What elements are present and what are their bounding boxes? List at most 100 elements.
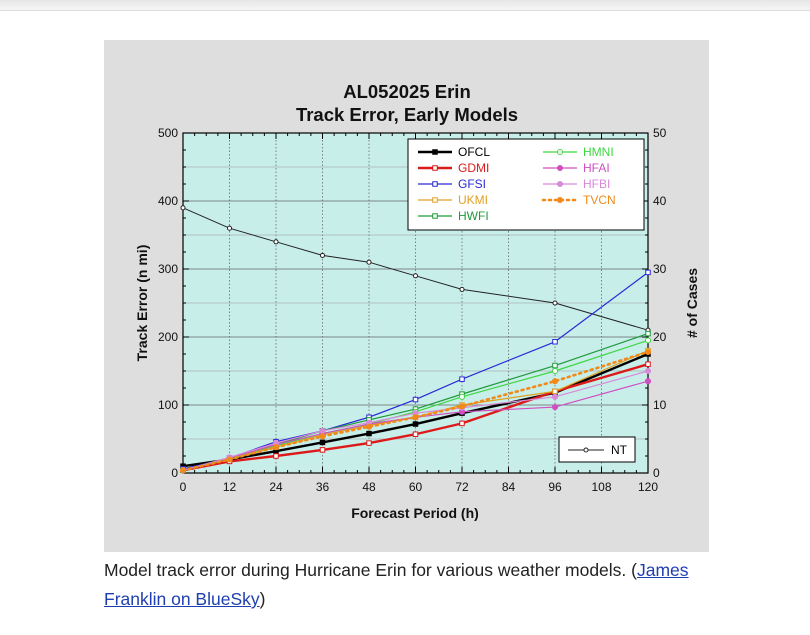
- data-point-hmni: [458, 393, 466, 400]
- legend-marker-gdmi: [432, 165, 438, 171]
- data-point-gfsi: [645, 269, 651, 276]
- data-point-hfbi: [644, 367, 652, 375]
- data-point-gfsi: [412, 396, 419, 403]
- data-point-gdmi: [412, 431, 419, 437]
- x-tick-label: 24: [269, 480, 283, 494]
- x-tick-label: 96: [548, 480, 562, 494]
- legend: OFCL GDMI GFSI UKMI HWFI HMNI HFAI HFBI TVCN: [407, 138, 645, 231]
- data-point-gdmi: [645, 361, 651, 367]
- data-point-hwfi: [645, 330, 651, 337]
- data-point-hmni: [551, 367, 559, 375]
- data-point-hmni: [644, 337, 652, 344]
- legend-label-hfbi: HFBI: [583, 177, 610, 191]
- y2-tick-label: 50: [653, 126, 667, 140]
- data-point-nt: [180, 205, 186, 211]
- legend-marker-hfai: [556, 164, 564, 172]
- data-point-nt: [412, 273, 419, 279]
- cases-line: [180, 205, 651, 333]
- data-point-tvcn: [412, 414, 419, 421]
- data-point-ukmi: [552, 388, 558, 395]
- data-point-nt: [319, 252, 326, 258]
- data-point-gdmi: [273, 453, 279, 459]
- x-tick-label: 72: [455, 480, 469, 494]
- page-top-border: [0, 0, 810, 11]
- legend-label-hfai: HFAI: [583, 161, 610, 175]
- data-point-nt: [459, 286, 465, 292]
- data-point-tvcn: [319, 433, 326, 440]
- x-axis-label: Forecast Period (h): [351, 505, 479, 521]
- x-tick-label: 60: [409, 480, 423, 494]
- y-tick-label: 500: [158, 126, 178, 140]
- x-tick-label: 12: [223, 480, 237, 494]
- data-point-ofcl: [366, 430, 372, 437]
- y2-tick-label: 10: [653, 398, 667, 412]
- y2-tick-label: 30: [653, 262, 667, 276]
- data-point-ofcl: [319, 439, 326, 446]
- data-point-nt: [273, 239, 279, 245]
- legend-marker-hfbi: [556, 180, 564, 188]
- legend-label-hmni: HMNI: [583, 145, 614, 159]
- data-point-gdmi: [319, 447, 326, 453]
- legend-label-ofcl: OFCL: [458, 145, 490, 159]
- figure-caption: Model track error during Hurricane Erin …: [104, 556, 704, 614]
- data-point-hwfi: [552, 362, 558, 369]
- x-tick-label: 108: [591, 480, 611, 494]
- x-tick-label: 84: [502, 480, 516, 494]
- legend-label-tvcn: TVCN: [583, 193, 616, 207]
- cases-legend-label: NT: [611, 443, 628, 457]
- legend-marker-hmni: [556, 148, 564, 156]
- x-tick-label: 120: [638, 480, 658, 494]
- data-point-hfai: [644, 378, 652, 385]
- data-point-hfbi: [551, 393, 559, 400]
- data-point-nt: [226, 225, 233, 231]
- legend-marker-tvcn: [556, 196, 564, 204]
- data-point-gdmi: [366, 440, 372, 446]
- chart-title: AL052025 Erin: [343, 81, 471, 102]
- y2-axis-label: # of Cases: [684, 268, 700, 338]
- legend-label-hwfi: HWFI: [458, 209, 489, 223]
- data-point-tvcn: [365, 423, 373, 430]
- y2-tick-label: 40: [653, 194, 667, 208]
- data-point-tvcn: [551, 378, 559, 385]
- legend-label-gfsi: GFSI: [458, 177, 486, 191]
- data-point-nt: [366, 259, 372, 265]
- y-axis-label: Track Error (n mi): [134, 245, 150, 362]
- x-tick-label: 36: [316, 480, 330, 494]
- data-point-nt: [552, 300, 558, 306]
- data-point-tvcn: [458, 403, 466, 410]
- caption-link[interactable]: James Franklin on BlueSky: [104, 560, 689, 609]
- data-point-tvcn: [226, 456, 233, 463]
- legend-marker-ofcl: [432, 149, 438, 155]
- legend-marker-ukmi: [432, 197, 438, 203]
- data-point-tvcn: [179, 467, 187, 474]
- data-point-ofcl: [412, 421, 419, 427]
- tick-labels: 0 12 24 36 48 60 72 84 96 108 12001002003004005000…: [158, 126, 667, 494]
- x-tick-label: 48: [362, 480, 376, 494]
- data-point-gfsi: [552, 339, 558, 345]
- data-point-hfbi: [319, 427, 326, 434]
- y-tick-label: 100: [158, 398, 178, 412]
- chart-subtitle: Track Error, Early Models: [296, 104, 518, 125]
- data-point-tvcn: [644, 348, 652, 356]
- caption-text: Model track error during Hurricane Erin …: [104, 560, 637, 580]
- y-tick-label: 400: [158, 194, 178, 208]
- cases-legend-marker: [583, 447, 589, 453]
- data-point-gdmi: [459, 420, 465, 427]
- chart-figure: AL052025 Erin Track Error, Early Models …: [104, 40, 709, 552]
- axis-ticks: [182, 132, 649, 474]
- cases-legend: NT: [558, 436, 636, 463]
- legend-marker-hwfi: [432, 213, 438, 219]
- y-tick-label: 300: [158, 262, 178, 276]
- series-lines: [179, 269, 652, 474]
- track-error-chart: AL052025 Erin Track Error, Early Models …: [134, 81, 700, 521]
- legend-marker-gfsi: [432, 181, 438, 187]
- x-tick-label: 0: [180, 480, 187, 494]
- y2-tick-label: 20: [653, 330, 667, 344]
- data-point-tvcn: [272, 444, 280, 451]
- y-tick-label: 0: [171, 466, 178, 480]
- caption-suffix: ): [259, 589, 266, 609]
- legend-label-gdmi: GDMI: [458, 161, 489, 175]
- y2-tick-label: 0: [653, 466, 660, 480]
- data-point-hfai: [551, 403, 559, 411]
- grid-lines: [183, 133, 648, 473]
